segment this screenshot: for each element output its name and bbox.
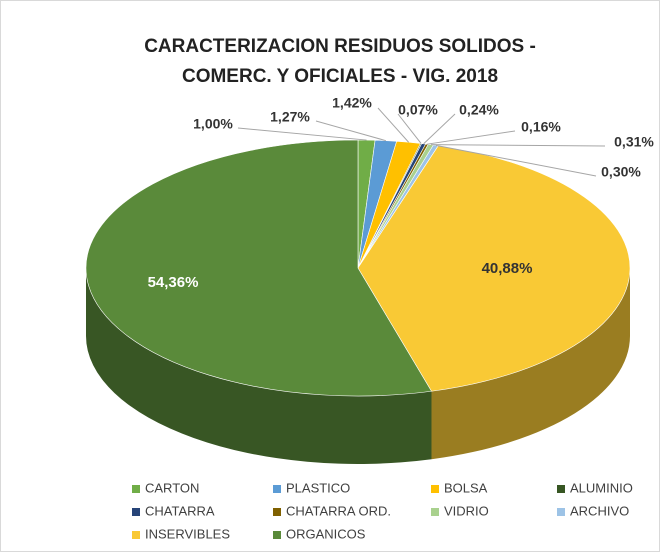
legend-label: CHATARRA — [145, 503, 215, 518]
legend-label: PLASTICO — [286, 480, 350, 495]
legend-label: CARTON — [145, 480, 199, 495]
data-label: 0,07% — [398, 102, 438, 118]
chart-title: CARACTERIZACION RESIDUOS SOLIDOS - — [144, 36, 536, 57]
legend-swatch — [273, 508, 281, 516]
legend-label: BOLSA — [444, 480, 488, 495]
data-label: 1,42% — [332, 95, 372, 111]
leader-line — [435, 144, 597, 177]
pie-slice — [357, 145, 631, 392]
legend-swatch — [557, 508, 565, 516]
pie-side — [86, 268, 432, 464]
data-label: 40,88% — [482, 260, 533, 277]
legend-swatch — [557, 485, 565, 493]
legend-label: VIDRIO — [444, 503, 489, 518]
legend-label: ORGANICOS — [286, 526, 366, 541]
legend-swatch — [431, 485, 439, 493]
pie-side — [431, 268, 630, 460]
legend-label: ARCHIVO — [570, 503, 629, 518]
data-label: 0,30% — [601, 164, 641, 180]
leader-line — [237, 127, 367, 141]
legend-label: CHATARRA ORD. — [286, 503, 391, 518]
leader-line — [377, 107, 409, 143]
legend-swatch — [132, 531, 140, 539]
data-label: 0,24% — [459, 102, 499, 118]
data-label: 1,00% — [193, 116, 233, 132]
data-label: 1,27% — [270, 109, 310, 125]
leader-line — [397, 113, 422, 144]
leader-line — [430, 144, 606, 147]
leader-line — [315, 120, 387, 142]
pie-slice — [85, 139, 432, 397]
chart-title: COMERC. Y OFICIALES - VIG. 2018 — [182, 66, 498, 87]
data-label: 54,36% — [148, 274, 199, 291]
legend-swatch — [273, 485, 281, 493]
legend-label: INSERVIBLES — [145, 526, 230, 541]
legend-label: ALUMINIO — [570, 480, 633, 495]
legend-swatch — [132, 508, 140, 516]
legend-swatch — [132, 485, 140, 493]
data-label: 0,31% — [614, 134, 654, 150]
leader-line — [426, 130, 516, 145]
legend-swatch — [431, 508, 439, 516]
data-label: 0,16% — [521, 119, 561, 135]
leader-line — [423, 113, 456, 145]
legend-swatch — [273, 531, 281, 539]
